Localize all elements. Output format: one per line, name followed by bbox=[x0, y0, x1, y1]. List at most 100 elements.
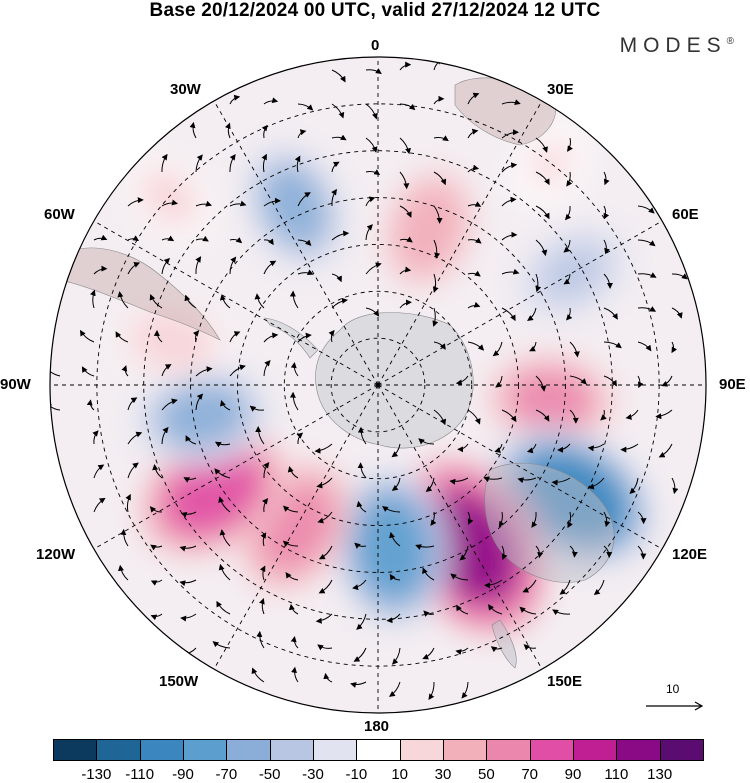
wind-arrow bbox=[457, 443, 469, 453]
wind-arrow bbox=[254, 293, 265, 309]
legend-swatch-5 bbox=[269, 739, 314, 761]
wind-arrow bbox=[467, 301, 481, 309]
wind-arrow bbox=[282, 505, 299, 513]
wind-arrow bbox=[567, 511, 573, 529]
wind-arrow bbox=[229, 331, 241, 343]
wind-arrow bbox=[316, 477, 333, 489]
wind-arrow bbox=[399, 171, 410, 190]
wind-arrow bbox=[297, 239, 312, 247]
wind-arrow bbox=[256, 630, 265, 649]
wind-arrow bbox=[527, 307, 537, 321]
wind-arrow bbox=[282, 540, 299, 547]
parallel-80s bbox=[330, 337, 426, 433]
wind-arrow bbox=[331, 161, 340, 173]
wind-arrow bbox=[467, 128, 479, 139]
legend-swatch-10 bbox=[486, 739, 531, 761]
wind-arrow bbox=[603, 205, 610, 220]
wind-arrow bbox=[430, 511, 437, 526]
anomaly-10-level-0 bbox=[262, 166, 327, 247]
wind-arrow bbox=[229, 94, 241, 105]
lon-label-90w: 90W bbox=[0, 376, 31, 393]
wind-arrow bbox=[637, 239, 656, 247]
wind-arrow bbox=[526, 443, 537, 454]
wind-arrow bbox=[490, 646, 503, 653]
wind-arrow bbox=[125, 493, 131, 513]
color-legend bbox=[53, 739, 704, 761]
wind-arrow bbox=[459, 545, 469, 561]
wind-arrow bbox=[285, 571, 299, 581]
wind-arrow bbox=[467, 237, 482, 244]
wind-arrow bbox=[185, 435, 197, 445]
wind-arrow bbox=[352, 579, 367, 591]
wind-arrow bbox=[494, 443, 503, 453]
legend-tick-label: 130 bbox=[647, 766, 673, 783]
wind-arrow bbox=[263, 260, 277, 275]
wind-arrow bbox=[399, 266, 412, 275]
wind-arrow bbox=[195, 154, 203, 173]
wind-arrow bbox=[450, 573, 469, 581]
wind-arrow bbox=[353, 647, 367, 662]
wind-arrow bbox=[220, 399, 231, 411]
wind-arrow bbox=[564, 205, 572, 221]
meridian-330 bbox=[213, 100, 379, 386]
wind-arrow bbox=[603, 545, 613, 559]
wind-arrow bbox=[365, 224, 373, 241]
legend-tick-label: -10 bbox=[345, 766, 368, 783]
wind-arrow bbox=[519, 606, 537, 615]
wind-arrow bbox=[593, 579, 605, 596]
wind-arrow bbox=[658, 443, 673, 458]
antarctic-peninsula bbox=[264, 317, 319, 359]
wind-arrow bbox=[449, 477, 469, 485]
wind-arrow bbox=[418, 438, 435, 445]
wind-arrow bbox=[323, 672, 333, 683]
legend-swatch-3 bbox=[183, 739, 228, 761]
graticule bbox=[50, 57, 706, 713]
wind-arrow bbox=[603, 375, 617, 387]
wind-arrow bbox=[535, 205, 550, 220]
wind-arrow bbox=[456, 604, 469, 615]
wind-arrow bbox=[50, 366, 61, 377]
wind-arrow bbox=[603, 273, 613, 289]
wind-arrow bbox=[296, 432, 304, 445]
wind-arrow bbox=[535, 375, 547, 392]
wind-arrow bbox=[388, 681, 401, 697]
wind-arrow bbox=[569, 375, 587, 385]
wind-arrow bbox=[192, 330, 200, 343]
meridian-120 bbox=[377, 384, 663, 550]
wind-arrow bbox=[563, 273, 571, 285]
meridian-30 bbox=[377, 100, 543, 386]
wind-arrow bbox=[455, 375, 469, 386]
wind-arrow bbox=[259, 598, 265, 615]
wind-arrow bbox=[229, 200, 247, 207]
wind-arrow bbox=[671, 307, 683, 319]
wind-arrow bbox=[161, 398, 178, 411]
legend-tick-label: 50 bbox=[477, 766, 495, 783]
legend-swatch-2 bbox=[139, 739, 184, 761]
wind-arrow bbox=[120, 528, 129, 547]
wind-arrow bbox=[399, 61, 412, 71]
wind-arrow bbox=[161, 235, 175, 242]
wind-arrow bbox=[415, 544, 435, 550]
wind-arrow bbox=[331, 134, 347, 141]
wind-arrow bbox=[179, 545, 197, 552]
wind-arrow bbox=[289, 391, 299, 411]
wind-arrow bbox=[216, 600, 231, 615]
wind-arrow bbox=[294, 155, 301, 173]
wind-arrow bbox=[127, 235, 140, 242]
wind-arrow bbox=[501, 129, 519, 139]
parallel-70s bbox=[283, 290, 473, 480]
wind-arrow bbox=[365, 103, 378, 120]
wind-arrow bbox=[297, 103, 314, 111]
wind-arrow bbox=[501, 196, 517, 207]
wind-arrow bbox=[127, 397, 138, 411]
wind-arrow bbox=[331, 230, 350, 241]
wind-arrow bbox=[161, 257, 171, 275]
wind-arrow bbox=[391, 477, 401, 491]
wind-arrow bbox=[150, 613, 163, 621]
wind-arrow bbox=[184, 294, 197, 309]
legend-swatch-11 bbox=[529, 739, 574, 761]
wind-arrow bbox=[365, 307, 380, 317]
wind-arrow bbox=[637, 545, 647, 560]
wind-arrow bbox=[535, 545, 544, 559]
wind-arrow bbox=[229, 364, 246, 377]
